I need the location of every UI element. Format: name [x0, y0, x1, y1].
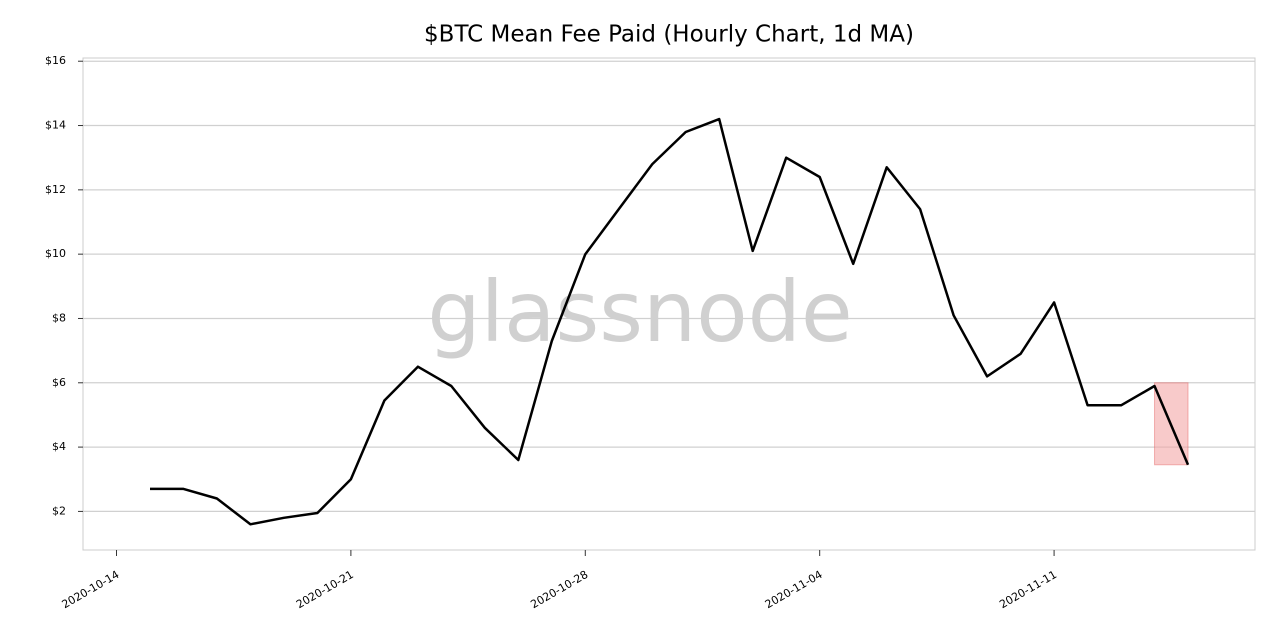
chart-title: $BTC Mean Fee Paid (Hourly Chart, 1d MA) [424, 22, 914, 48]
x-tick-label: 2020-11-04 [763, 568, 825, 611]
line [150, 117, 1190, 526]
x-tick-label: 2020-11-11 [997, 568, 1059, 611]
y-tick-label: $14 [45, 119, 66, 132]
plot-area [82, 57, 1256, 551]
y-tick-label: $2 [52, 504, 66, 517]
y-tick-label: $8 [52, 311, 66, 324]
watermark: glassnode [427, 263, 852, 361]
y-tick-label: $16 [45, 54, 66, 67]
y-tick-label: $4 [52, 440, 66, 453]
y-tick-label: $6 [52, 376, 66, 389]
y-tick-label: $10 [45, 247, 66, 260]
y-tick-label: $12 [45, 183, 66, 196]
x-tick-label: 2020-10-14 [60, 568, 122, 611]
x-tick-label: 2020-10-21 [294, 568, 356, 611]
x-tick-label: 2020-10-28 [528, 568, 590, 611]
